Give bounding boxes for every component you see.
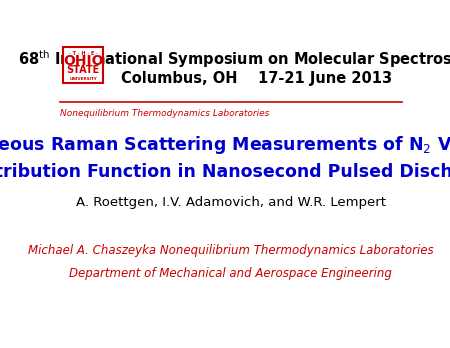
Text: STATE: STATE — [67, 64, 100, 74]
Text: UNIVERSITY: UNIVERSITY — [69, 77, 97, 81]
Text: A. Roettgen, I.V. Adamovich, and W.R. Lempert: A. Roettgen, I.V. Adamovich, and W.R. Le… — [76, 196, 386, 209]
FancyBboxPatch shape — [63, 47, 104, 83]
Text: Nonequilibrium Thermodynamics Laboratories: Nonequilibrium Thermodynamics Laboratori… — [60, 109, 269, 118]
Text: Department of Mechanical and Aerospace Engineering: Department of Mechanical and Aerospace E… — [69, 267, 392, 280]
Text: 68$^{\rm th}$ International Symposium on Molecular Spectroscopy,: 68$^{\rm th}$ International Symposium on… — [18, 48, 450, 70]
Text: Spontaneous Raman Scattering Measurements of N$_2$ Vibrational: Spontaneous Raman Scattering Measurement… — [0, 134, 450, 156]
Text: Columbus, OH    17-21 June 2013: Columbus, OH 17-21 June 2013 — [121, 71, 392, 86]
Text: Michael A. Chaszeyka Nonequilibrium Thermodynamics Laboratories: Michael A. Chaszeyka Nonequilibrium Ther… — [28, 244, 433, 257]
Text: Distribution Function in Nanosecond Pulsed Discharge: Distribution Function in Nanosecond Puls… — [0, 163, 450, 181]
Text: · T · H · E ·: · T · H · E · — [69, 50, 98, 56]
Text: OHIO: OHIO — [63, 54, 104, 68]
